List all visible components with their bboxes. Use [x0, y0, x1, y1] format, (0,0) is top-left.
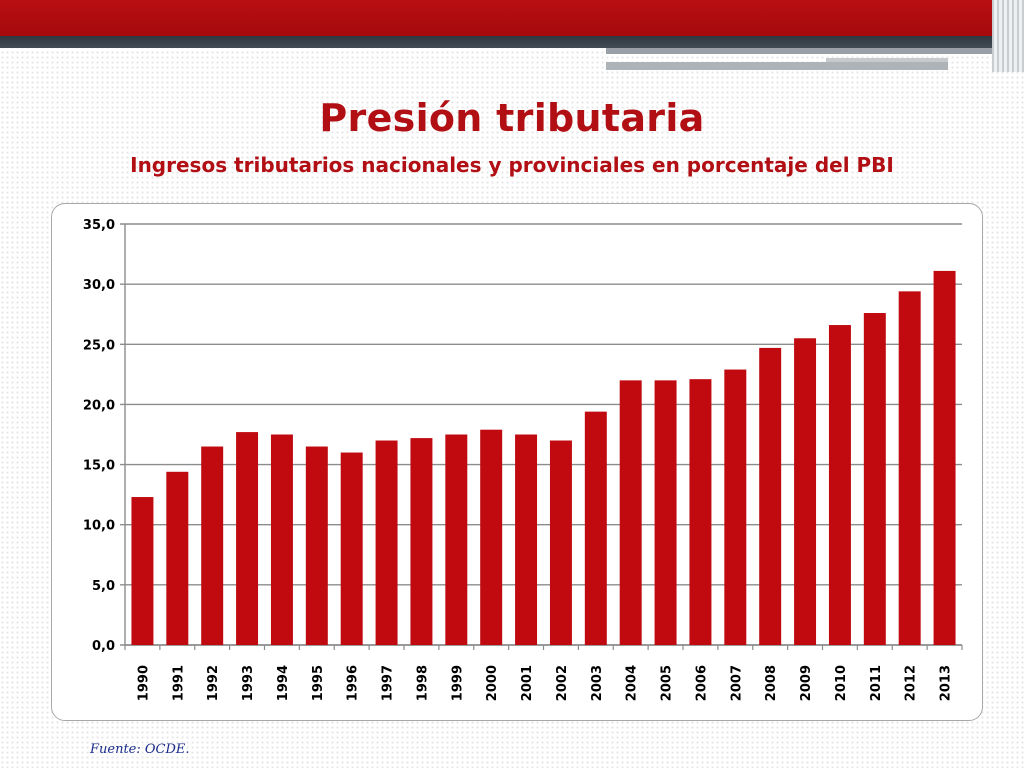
header-accent-line [606, 62, 948, 70]
bar [828, 325, 851, 645]
x-tick-label: 1999 [450, 665, 465, 701]
header-accent-line [606, 48, 1024, 54]
bar [549, 440, 572, 645]
bar [410, 438, 433, 645]
bar [759, 347, 782, 645]
x-tick-label: 2010 [834, 665, 849, 701]
header-red-band [0, 0, 1024, 36]
x-tick-label: 2001 [520, 665, 535, 701]
bar [863, 313, 886, 645]
slide-subtitle: Ingresos tributarios nacionales y provin… [130, 153, 894, 177]
bar [340, 452, 363, 645]
x-tick-label: 2000 [485, 665, 500, 701]
x-tick-label: 1994 [276, 665, 291, 701]
bar [166, 471, 189, 645]
x-tick-label: 2002 [555, 665, 570, 701]
bar [480, 429, 503, 645]
bar [131, 497, 154, 645]
y-tick-label: 5,0 [92, 579, 115, 594]
x-tick-label: 2012 [904, 665, 919, 701]
x-tick-label: 1991 [171, 665, 186, 701]
x-tick-label: 2004 [625, 665, 640, 701]
x-tick-label: 2011 [869, 665, 884, 701]
x-tick-label: 2009 [799, 665, 814, 701]
x-tick-label: 2007 [729, 665, 744, 701]
x-tick-label: 2013 [939, 665, 954, 701]
source-note: Fuente: OCDE. [90, 742, 190, 757]
x-tick-label: 1996 [346, 665, 361, 701]
bar [201, 446, 224, 645]
header-dark-band [0, 36, 1024, 48]
bar [619, 380, 642, 645]
x-tick-label: 1998 [415, 665, 430, 701]
y-tick-label: 35,0 [83, 218, 115, 233]
x-tick-label: 2003 [590, 665, 605, 701]
bar [898, 291, 921, 645]
y-tick-label: 10,0 [83, 519, 115, 534]
y-tick-label: 15,0 [83, 459, 115, 474]
slide-title: Presión tributaria [319, 96, 705, 140]
y-tick-label: 30,0 [83, 278, 115, 293]
x-tick-label: 2008 [764, 665, 779, 701]
x-tick-label: 1995 [311, 665, 326, 701]
bar [445, 434, 468, 645]
y-tick-label: 0,0 [92, 639, 115, 654]
x-tick-label: 1992 [206, 665, 221, 701]
y-tick-label: 20,0 [83, 398, 115, 413]
bar [375, 440, 398, 645]
bar [654, 380, 677, 645]
bar [515, 434, 538, 645]
header-edge-stripes [992, 0, 1024, 72]
x-tick-label: 2006 [694, 665, 709, 701]
x-tick-label: 2005 [660, 665, 675, 701]
bar [794, 338, 817, 645]
chart-frame: 0,0 5,0 10,0 15,0 20,0 25,0 30,0 35,0 1990 1991 19… [51, 203, 983, 721]
x-tick-label: 1993 [241, 665, 256, 701]
bar [270, 434, 293, 645]
bar [584, 411, 607, 645]
bar [933, 270, 956, 645]
x-tick-label: 1997 [381, 665, 396, 701]
x-tick-label: 1990 [136, 665, 151, 701]
bar [305, 446, 328, 645]
header-accent-line [826, 58, 948, 62]
bar [724, 369, 747, 645]
bar [236, 432, 259, 645]
bar [689, 379, 712, 645]
bar-chart: 0,0 5,0 10,0 15,0 20,0 25,0 30,0 35,0 1990 1991 19… [83, 218, 963, 701]
y-tick-label: 25,0 [83, 338, 115, 353]
